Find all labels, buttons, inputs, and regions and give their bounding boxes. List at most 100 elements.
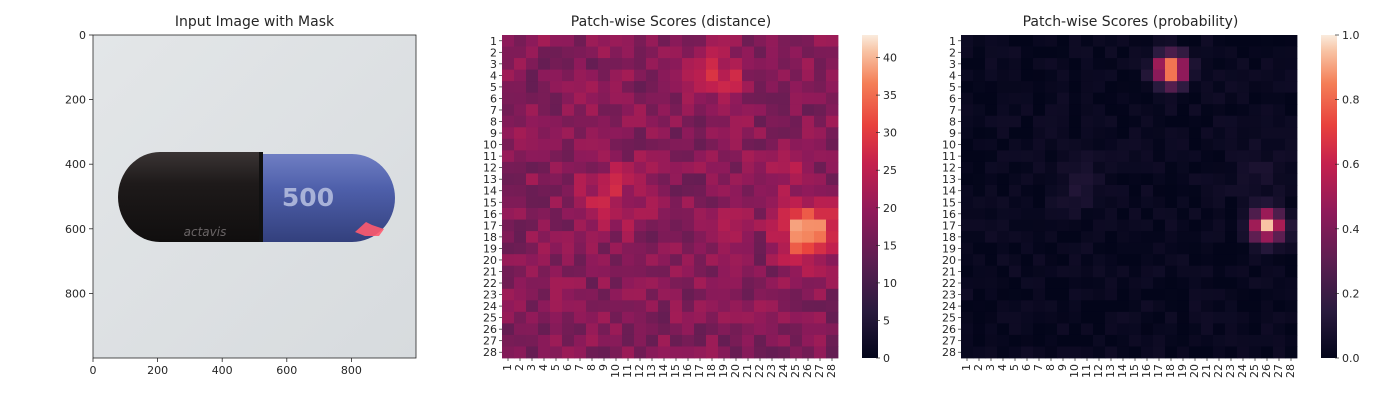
heatmap-cell <box>790 300 803 313</box>
heatmap-cell <box>790 208 803 220</box>
heatmap-cell <box>1225 184 1238 197</box>
heatmap-cell <box>1225 81 1238 94</box>
heatmap-cell <box>1093 46 1106 59</box>
heatmap-cell <box>1201 161 1214 174</box>
heatmap-cell <box>598 196 611 209</box>
heatmap-cell <box>1033 265 1046 278</box>
heatmap-cell <box>574 265 587 278</box>
colorbar-tick-label: 0.8 <box>1342 94 1360 107</box>
x-tick-label: 3 <box>984 364 997 371</box>
heatmap-cell <box>562 265 575 278</box>
heatmap-cell <box>826 58 839 71</box>
heatmap-cell <box>1165 184 1178 197</box>
heatmap-cell <box>1201 346 1214 359</box>
heatmap-cell <box>1021 58 1034 71</box>
heatmap-cell <box>1081 115 1094 128</box>
heatmap-cell <box>682 323 695 336</box>
heatmap-cell <box>1009 150 1022 163</box>
y-tick-label: 26 <box>942 323 956 336</box>
heatmap-cell <box>1129 300 1142 313</box>
heatmap-cell <box>682 208 695 220</box>
heatmap-cell <box>1093 150 1106 163</box>
heatmap-cell <box>1177 231 1190 244</box>
colorbar-tick-label: 0.4 <box>1342 223 1360 236</box>
heatmap-cell <box>658 58 671 71</box>
heatmap-cell <box>1189 300 1202 313</box>
y-tick-label: 19 <box>942 242 956 255</box>
heatmap-cell <box>586 58 599 71</box>
heatmap-cell <box>1057 288 1070 301</box>
heatmap-cell <box>973 69 986 82</box>
heatmap-cell <box>1081 219 1094 232</box>
heatmap-cell <box>718 46 731 59</box>
heatmap-cell <box>694 277 707 290</box>
heatmap-cell <box>802 231 815 244</box>
heatmap-cell <box>1081 334 1094 347</box>
heatmap-cell <box>1105 334 1118 347</box>
heatmap-cell <box>1165 219 1178 232</box>
heatmap-cell <box>802 35 815 47</box>
heatmap-cell <box>622 138 635 151</box>
heatmap-cell <box>826 81 839 94</box>
heatmap-cell <box>985 334 998 347</box>
heatmap-cell <box>1225 173 1238 186</box>
heatmap-cell <box>973 277 986 290</box>
x-tick-label: 1 <box>960 364 973 371</box>
heatmap-cell <box>658 173 671 186</box>
heatmap-cell <box>622 288 635 301</box>
heatmap-cell <box>706 161 719 174</box>
heatmap-cell <box>598 127 611 140</box>
heatmap-cell <box>1021 242 1034 255</box>
heatmap-cell <box>730 231 743 244</box>
heatmap-cell <box>1009 288 1022 301</box>
heatmap-cell <box>562 288 575 301</box>
colorbar-tick-label: 1.0 <box>1342 29 1360 42</box>
heatmap-cell <box>1069 300 1082 313</box>
heatmap-cell <box>802 127 815 140</box>
heatmap-cell <box>586 219 599 232</box>
heatmap-cell <box>634 196 647 209</box>
heatmap-cell <box>1009 161 1022 174</box>
heatmap-cell <box>562 277 575 290</box>
heatmap-cell <box>790 231 803 244</box>
heatmap-cell <box>1093 161 1106 174</box>
heatmap-cell <box>658 277 671 290</box>
heatmap-cell <box>514 277 527 290</box>
y-tick-label: 3 <box>949 58 956 71</box>
heatmap-cell <box>718 288 731 301</box>
heatmap-cell <box>706 346 719 359</box>
heatmap-cell <box>742 346 755 359</box>
heatmap-cell <box>706 127 719 140</box>
heatmap-cell <box>1261 184 1274 197</box>
heatmap-cell <box>694 35 707 47</box>
heatmap-cell <box>1093 254 1106 267</box>
heatmap-cell <box>1261 196 1274 209</box>
heatmap-cell <box>502 196 515 209</box>
heatmap-cell <box>514 219 527 232</box>
heatmap-cell <box>682 300 695 313</box>
colorbar-tick-label: 30 <box>883 127 897 140</box>
heatmap-cell <box>826 92 839 105</box>
heatmap-cell <box>562 323 575 336</box>
heatmap-cell <box>985 81 998 94</box>
heatmap-cell <box>754 138 767 151</box>
heatmap-cell <box>1009 58 1022 71</box>
heatmap-cell <box>514 242 527 255</box>
heatmap-cell <box>1261 150 1274 163</box>
heatmap-cell <box>1213 265 1226 278</box>
heatmap-cell <box>1249 311 1262 324</box>
heatmap-cell <box>1045 173 1058 186</box>
heatmap-cell <box>1249 334 1262 347</box>
heatmap-cell <box>610 242 623 255</box>
heatmap-cell <box>1117 334 1130 347</box>
heatmap-cell <box>766 138 779 151</box>
heatmap-cell <box>514 35 527 47</box>
heatmap-cell <box>1081 208 1094 220</box>
heatmap-cell <box>1177 161 1190 174</box>
heatmap-cell <box>1021 46 1034 59</box>
heatmap-cell <box>526 184 539 197</box>
heatmap-cell <box>1093 173 1106 186</box>
heatmap-cell <box>997 346 1010 359</box>
colorbar-tick-label: 0 <box>883 352 890 365</box>
heatmap-cell <box>802 346 815 359</box>
